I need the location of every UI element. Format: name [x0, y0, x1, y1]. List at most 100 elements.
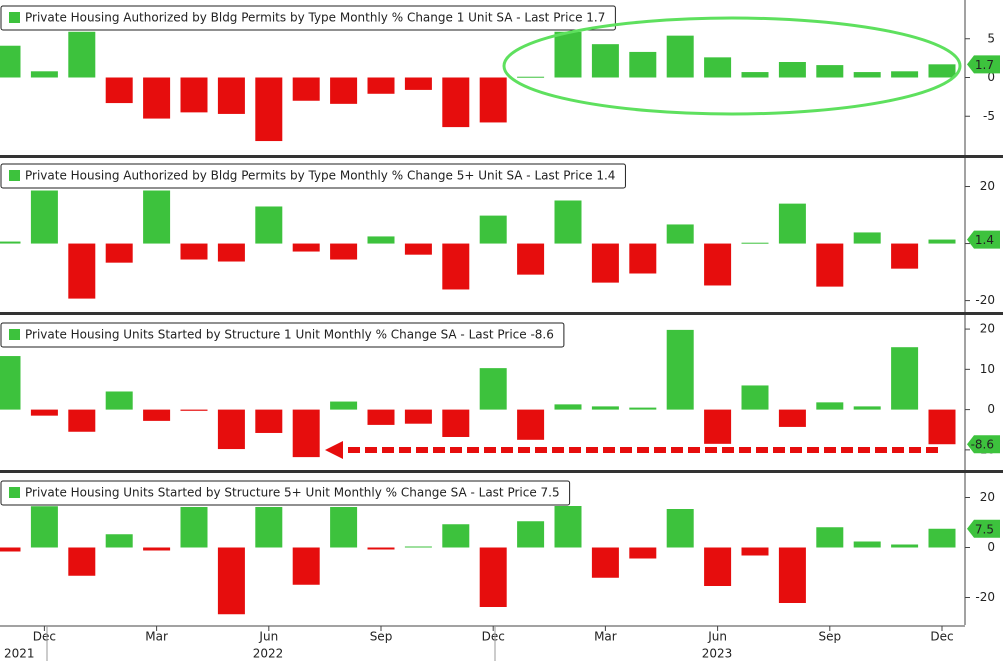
bar: [217, 409, 245, 450]
legend-swatch: [9, 329, 20, 340]
bar: [741, 385, 769, 410]
x-tick-label: Sep: [818, 630, 841, 644]
bar: [591, 547, 619, 578]
panel-title: Private Housing Authorized by Bldg Permi…: [25, 11, 605, 25]
bar: [666, 329, 694, 410]
year-label: 2023: [702, 647, 733, 661]
bar: [517, 521, 545, 548]
legend-swatch: [9, 12, 20, 23]
bar: [704, 57, 732, 78]
bar: [30, 190, 58, 244]
bar: [255, 77, 283, 142]
bar: [180, 243, 208, 260]
panel-separator: [0, 155, 1003, 158]
bar: [255, 409, 283, 433]
bar: [143, 190, 171, 244]
bar: [367, 409, 395, 425]
bar: [367, 547, 395, 550]
bar: [778, 409, 806, 427]
bar: [30, 409, 58, 416]
x-tick-label: Mar: [145, 630, 168, 644]
bar: [442, 243, 470, 290]
bar: [479, 215, 507, 244]
bar: [105, 534, 133, 548]
bar: [404, 546, 432, 548]
x-tick-label: Sep: [370, 630, 393, 644]
bar: [30, 506, 58, 548]
legend-swatch: [9, 487, 20, 498]
bar: [704, 409, 732, 444]
bar: [778, 203, 806, 244]
y-tick-label: -5: [983, 109, 995, 123]
bar: [0, 356, 21, 410]
bar: [853, 406, 881, 410]
last-value-tag: [967, 435, 1000, 454]
bar: [330, 401, 358, 410]
bar: [479, 368, 507, 410]
bar: [591, 406, 619, 410]
last-value-label: 1.7: [975, 58, 994, 72]
y-tick-label: -20: [975, 293, 995, 307]
highlight-ellipse: [502, 16, 962, 116]
bar: [666, 509, 694, 548]
y-tick-label: 20: [980, 179, 995, 193]
bar: [0, 547, 21, 552]
bar: [853, 232, 881, 244]
bar: [367, 77, 395, 94]
bar: [704, 547, 732, 586]
panel-separator: [0, 470, 1003, 473]
x-tick-label: Jun: [707, 630, 727, 644]
bar: [0, 45, 21, 78]
bar: [891, 347, 919, 410]
year-label: 2022: [253, 647, 284, 661]
bar: [629, 51, 657, 78]
title-box: [0, 163, 626, 189]
title-box: [0, 480, 571, 506]
bar: [442, 409, 470, 437]
legend-swatch: [9, 170, 20, 181]
bar: [891, 71, 919, 78]
last-value-tag: [967, 230, 1000, 249]
bar: [853, 72, 881, 78]
bar: [404, 243, 432, 255]
x-tick-label: Jun: [258, 630, 278, 644]
bar: [517, 76, 545, 78]
bar: [143, 547, 171, 551]
bar: [30, 71, 58, 78]
y-tick-label: -20: [975, 590, 995, 604]
bar: [217, 243, 245, 262]
x-tick-label: Dec: [33, 630, 56, 644]
last-value-tag: [967, 519, 1000, 538]
x-tick-label: Mar: [594, 630, 617, 644]
bar: [554, 404, 582, 410]
bar: [816, 243, 844, 287]
bar: [479, 77, 507, 123]
bar: [928, 64, 956, 78]
year-label: 2021: [4, 647, 35, 661]
bar: [554, 31, 582, 78]
bar: [928, 409, 956, 445]
bar: [292, 77, 320, 101]
panel-separator: [0, 312, 1003, 315]
arrow-head: [325, 441, 343, 459]
bar: [180, 409, 208, 411]
bar: [853, 541, 881, 548]
last-value-label: 1.4: [975, 233, 994, 247]
bar: [816, 527, 844, 548]
bar: [292, 409, 320, 458]
bar: [816, 65, 844, 78]
last-value-label: -8.6: [971, 438, 994, 452]
bar: [255, 507, 283, 548]
bar: [105, 77, 133, 104]
bar: [330, 77, 358, 104]
bar: [330, 507, 358, 548]
last-value-tag: [967, 55, 1000, 74]
bar: [442, 77, 470, 128]
x-tick-label: Dec: [930, 630, 953, 644]
bar: [704, 243, 732, 286]
bar: [292, 243, 320, 252]
bar: [554, 200, 582, 244]
panel-title: Private Housing Authorized by Bldg Permi…: [25, 169, 615, 183]
x-tick-label: Dec: [482, 630, 505, 644]
